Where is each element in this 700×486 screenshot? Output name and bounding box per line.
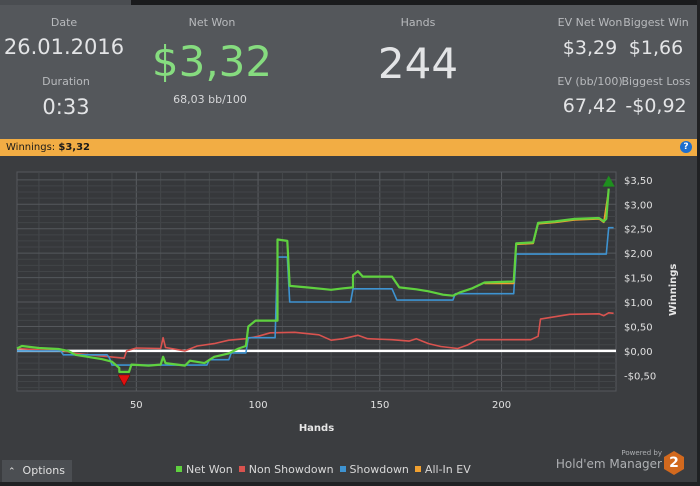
biggest-win-value: $1,66	[628, 37, 684, 59]
y-tick-label: $0,50	[624, 322, 653, 333]
x-axis-label: Hands	[299, 423, 334, 434]
legend-label: All-In EV	[424, 463, 471, 476]
net-won-label: Net Won	[188, 16, 236, 29]
powered-by: Powered by	[621, 449, 662, 457]
winnings-bar: Winnings: $3,32 ?	[0, 139, 697, 156]
hands-label: Hands	[400, 16, 436, 29]
chevron-up-icon: ⌃	[8, 467, 16, 477]
bb100-value: 68,03 bb/100	[173, 93, 247, 106]
legend-item[interactable]: Net Won	[176, 463, 233, 476]
date-label: Date	[50, 16, 78, 29]
legend-item[interactable]: Showdown	[339, 463, 409, 476]
biggest-win-label: Biggest Win	[623, 16, 689, 29]
x-tick-label: 200	[492, 400, 511, 411]
ev-bb100-label: EV (bb/100)	[557, 75, 623, 88]
duration-value: 0:33	[42, 95, 90, 119]
stats-panel: Date 26.01.2016 Duration 0:33 Net Won $3…	[0, 5, 697, 139]
winnings-value: $3,32	[58, 142, 90, 153]
legend-item[interactable]: Non Showdown	[238, 463, 334, 476]
duration-label: Duration	[42, 75, 90, 88]
plot-area	[16, 171, 617, 392]
y-tick-label: $3,00	[624, 200, 653, 211]
net-won-value: $3,32	[151, 37, 273, 86]
ev-net-won-label: EV Net Won	[557, 16, 623, 29]
options-button[interactable]: ⌃ Options	[2, 460, 72, 482]
legend-swatch	[238, 466, 245, 472]
series-line-net-won	[16, 188, 610, 373]
y-tick-label: $0,00	[624, 347, 653, 358]
y-tick-label: $2,50	[624, 225, 653, 236]
brand: Powered by Hold'em Manager	[556, 449, 662, 471]
min-marker-icon	[117, 374, 131, 387]
y-tick-label: $3,50	[624, 176, 653, 187]
series-line-non-showdown	[16, 312, 614, 359]
legend-label: Net Won	[186, 463, 233, 476]
winnings-chart: 50 100 150 200 -$0,50 $0,00 $0,50 $1,00 $1,50 $2,…	[16, 171, 679, 434]
bottom-border	[0, 482, 700, 486]
y-tick-label: $2,00	[624, 249, 653, 260]
legend-swatch	[414, 466, 421, 472]
ev-bb100-value: 67,42	[562, 95, 618, 117]
x-tick-label: 150	[370, 400, 389, 411]
winnings-label: Winnings:	[6, 142, 56, 153]
brand-name: Hold'em Manager	[555, 457, 662, 471]
x-tick-label: 50	[130, 400, 143, 411]
biggest-loss-value: -$0,92	[625, 95, 687, 117]
y-tick-label: $1,00	[624, 298, 653, 309]
hm2-logo-icon: 2	[664, 451, 684, 475]
y-tick-label: -$0,50	[624, 371, 656, 382]
x-tick-label: 100	[249, 400, 268, 411]
top-strip	[0, 0, 700, 5]
legend-label: Non Showdown	[248, 463, 334, 476]
legend-swatch	[176, 466, 182, 472]
legend-item[interactable]: All-In EV	[414, 463, 471, 476]
options-label: Options	[22, 464, 65, 477]
y-tick-label: $1,50	[624, 274, 653, 285]
question-icon[interactable]: ?	[680, 141, 692, 153]
y-axis-label: Winnings	[668, 264, 679, 316]
date-value: 26.01.2016	[3, 35, 125, 59]
chart-legend: Net Won Non Showdown Showdown All-In EV	[176, 463, 471, 476]
legend-label: Showdown	[349, 463, 409, 476]
ev-net-won-value: $3,29	[562, 37, 618, 59]
biggest-loss-label: Biggest Loss	[621, 75, 691, 88]
session-tab[interactable]	[0, 0, 131, 5]
hands-value: 244	[377, 39, 459, 88]
window-edge	[697, 0, 700, 486]
max-marker-icon	[602, 175, 615, 187]
legend-swatch	[339, 466, 346, 472]
